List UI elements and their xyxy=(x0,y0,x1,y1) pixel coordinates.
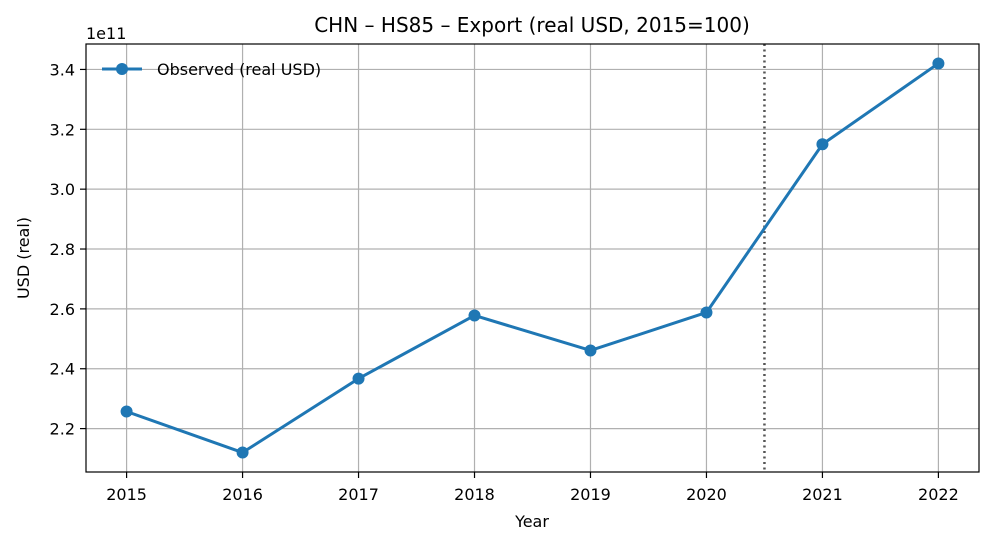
y-offset-label: 1e11 xyxy=(86,24,126,43)
x-axis-label: Year xyxy=(514,512,549,531)
chart-title: CHN – HS85 – Export (real USD, 2015=100) xyxy=(314,13,750,37)
x-tick-label: 2018 xyxy=(454,485,495,504)
data-point xyxy=(468,309,481,322)
legend: Observed (real USD) xyxy=(102,60,321,79)
y-tick-label: 3.0 xyxy=(50,180,75,199)
x-tick-label: 2022 xyxy=(918,485,959,504)
y-tick-label: 3.2 xyxy=(50,120,75,139)
data-point xyxy=(352,372,365,385)
legend-marker xyxy=(116,63,128,75)
y-tick-label: 2.4 xyxy=(50,360,75,379)
x-tick-label: 2020 xyxy=(686,485,727,504)
data-point xyxy=(236,446,249,459)
data-point xyxy=(700,306,713,319)
x-tick-label: 2016 xyxy=(222,485,263,504)
data-point xyxy=(932,57,945,70)
data-point xyxy=(584,344,597,357)
x-tick-label: 2017 xyxy=(338,485,379,504)
grid-lines xyxy=(86,44,979,472)
y-tick-label: 3.4 xyxy=(50,60,75,79)
x-tick-label: 2021 xyxy=(802,485,843,504)
y-axis-label: USD (real) xyxy=(14,217,33,299)
series-layer xyxy=(120,57,945,459)
x-tick-label: 2015 xyxy=(106,485,147,504)
legend-label: Observed (real USD) xyxy=(157,60,321,79)
data-point xyxy=(816,138,829,151)
y-tick-label: 2.8 xyxy=(50,240,75,259)
y-tick-label: 2.6 xyxy=(50,300,75,319)
series-line xyxy=(126,62,940,455)
y-tick-label: 2.2 xyxy=(50,420,75,439)
x-tick-label: 2019 xyxy=(570,485,611,504)
axis-ticks: 2015 2016 2017 2018 2019 2020 2021 2022 2.2 2.4 2.… xyxy=(50,60,959,504)
data-point xyxy=(120,405,133,418)
plot-frame xyxy=(85,43,980,473)
